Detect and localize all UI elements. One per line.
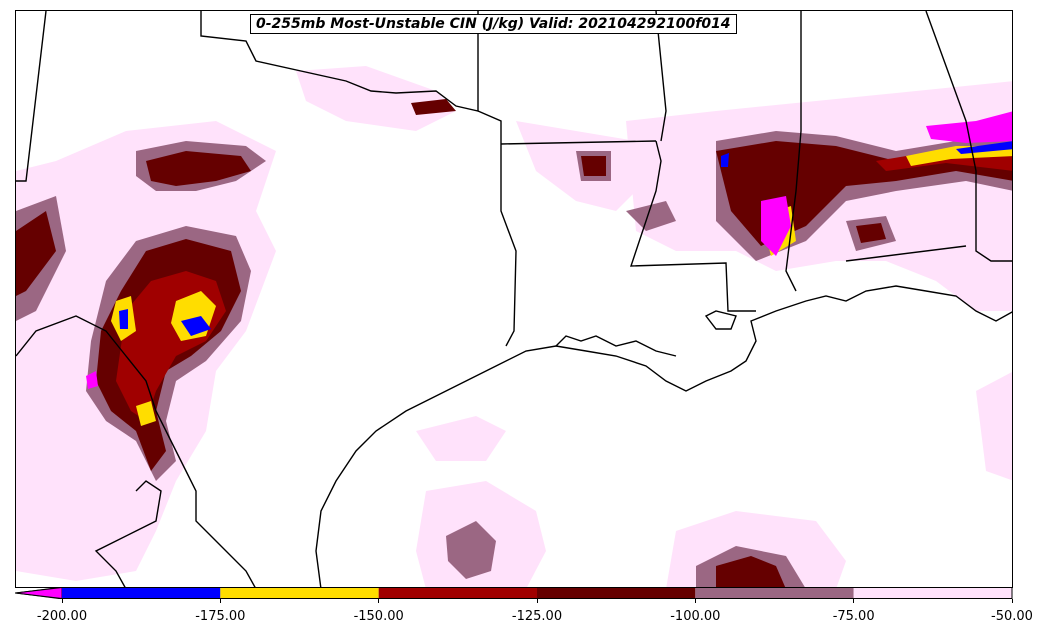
colorbar-tick-label: -175.00 bbox=[195, 609, 246, 624]
colorbar-tick-mark bbox=[1011, 599, 1013, 603]
colorbar-tick-label: -200.00 bbox=[36, 609, 88, 624]
colorbar-tick-mark bbox=[694, 599, 696, 603]
colorbar-tick-label: -75.00 bbox=[832, 609, 875, 624]
colorbar-tick-mark bbox=[378, 599, 380, 603]
colorbar-bin-5 bbox=[853, 587, 1012, 599]
map-area bbox=[15, 10, 1013, 588]
colorbar-outline bbox=[15, 587, 1013, 599]
colorbar-bin-1 bbox=[220, 587, 379, 599]
colorbar-tick-mark bbox=[853, 599, 855, 603]
colorbar-bin-0 bbox=[62, 587, 221, 599]
colorbar-tick-mark bbox=[536, 599, 538, 603]
map-canvas bbox=[16, 11, 1012, 587]
colorbar-tick-label: -150.00 bbox=[353, 609, 404, 624]
colorbar-tick-label: -100.00 bbox=[670, 609, 721, 624]
coastline bbox=[315, 285, 1012, 587]
colorbar-bin-2 bbox=[378, 587, 537, 599]
colorbar-tick-mark bbox=[219, 599, 221, 603]
colorbar-tick-label: -50.00 bbox=[991, 609, 1033, 624]
colorbar-bin-4 bbox=[695, 587, 854, 599]
colorbar-tick-mark bbox=[61, 599, 63, 603]
map-title: 0-255mb Most-Unstable CIN (J/kg) Valid: … bbox=[250, 14, 737, 34]
colorbar bbox=[15, 587, 1013, 599]
state-borders bbox=[16, 11, 1012, 587]
colorbar-bin-3 bbox=[537, 587, 696, 599]
cin-field-blue bbox=[119, 141, 1012, 336]
cin-field-magenta bbox=[86, 111, 1012, 389]
colorbar-tick-label: -125.00 bbox=[511, 609, 563, 624]
